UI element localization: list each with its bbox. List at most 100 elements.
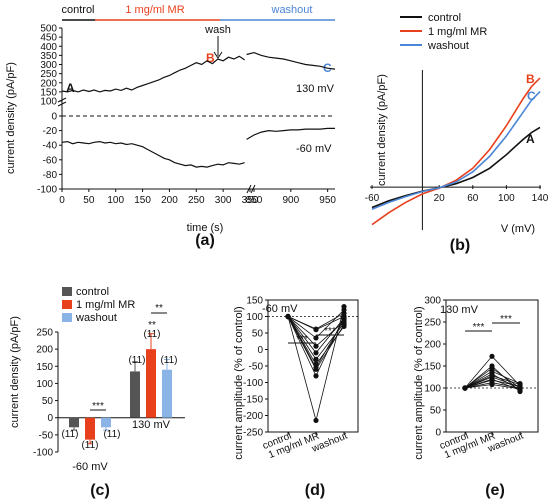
chart-d-pair-point-1-1: [313, 327, 319, 333]
chart-a-label-130mV: 130 mV: [296, 83, 335, 95]
chart-d-title: -60 mV: [262, 303, 298, 315]
chart-e-ytick-label-5: 250: [424, 318, 441, 329]
chart-c-legend-label-2: washout: [75, 312, 117, 324]
chart-a-ytick-label-lower-1: -80: [43, 170, 58, 181]
chart-a-ytick-label-upper-2: 200: [40, 78, 57, 89]
chart-a-x-break: [246, 184, 256, 194]
chart-d-sig-0: ***: [296, 334, 308, 345]
chart-b-xtick-label-3: 100: [498, 193, 515, 204]
chart-d-pair-point-5-1: [313, 356, 319, 362]
chart-d-pair-point-3-1: [313, 343, 319, 349]
chart-d-ytick-label-8: 150: [246, 296, 263, 307]
chart-c-group-label-1: 130 mV: [132, 419, 171, 431]
chart-c-n-0-1: (11): [81, 440, 98, 451]
chart-d-ytick-label-1: -200: [243, 411, 263, 422]
chart-b-end-A: A: [526, 132, 535, 146]
chart-d-pair-point-8-2: [341, 322, 347, 328]
chart-b-xtick-label-0: -60: [365, 193, 380, 204]
chart-d-pair-point-10-2: [341, 304, 347, 310]
chart-c-bar-0-0: [69, 417, 79, 428]
chart-c-legend-swatch-0: [62, 287, 72, 296]
chart-d-pair-point-2-1: [313, 335, 319, 341]
chart-c-sig-1: **: [155, 303, 163, 314]
chart-e-pair-point-10-0: [462, 385, 468, 391]
chart-a: control 1 mg/ml MR washout wash current …: [5, 4, 336, 234]
chart-b-end-B: B: [526, 72, 535, 86]
chart-e-ytick-label-3: 150: [424, 362, 441, 373]
chart-a-header-washout: washout: [271, 4, 313, 16]
chart-a-xtick-label-8: 850: [246, 195, 263, 206]
chart-a-point-B: B: [206, 51, 215, 65]
chart-c-group-label-0: -60 mV: [72, 461, 108, 473]
panel-label-e: (e): [485, 482, 505, 499]
chart-c-n-1-1: (11): [143, 329, 160, 340]
chart-c-bar-1-0: [130, 371, 140, 418]
chart-d-sig-1: ***: [324, 326, 336, 337]
chart-a-wash-arrowhead: [213, 51, 223, 59]
chart-a-ytick-label-upper-0: 100: [40, 97, 57, 108]
chart-d: -60 mV current amplitude (% of control) …: [233, 296, 359, 461]
chart-a-ytick-label-lower-3: -40: [43, 141, 58, 152]
chart-a-ytick-label-upper-8: 500: [40, 24, 57, 35]
chart-a-ylabel: current density (pA/pF): [5, 62, 17, 174]
chart-a-header-mr: 1 mg/ml MR: [125, 4, 184, 16]
chart-b-ylabel: current density (pA/pF): [376, 74, 388, 186]
chart-c-n-0-0: (11): [61, 429, 78, 440]
chart-a-ytick-label-upper-1: 150: [40, 87, 57, 98]
chart-c-ytick-label-1: -50: [39, 430, 54, 441]
chart-d-pair-point-10-0: [285, 313, 291, 320]
chart-c-ytick-label-0: -100: [33, 448, 53, 459]
chart-d-ytick-label-2: -150: [243, 395, 263, 406]
chart-a-ytick-label-lower-2: -60: [43, 155, 58, 166]
chart-c-bar-1-1: [146, 349, 156, 418]
chart-a-xtick-label-6: 300: [215, 195, 232, 206]
chart-e-ytick-label-2: 100: [424, 384, 441, 395]
chart-a-xtick-label-9: 900: [282, 195, 299, 206]
chart-a-xtick-label-7: 350: [242, 195, 259, 206]
chart-b: current density (pA/pF) V (mV) A B C -60…: [365, 12, 549, 235]
chart-a-ytick-label-upper-4: 300: [40, 60, 57, 71]
chart-a-point-A: A: [66, 81, 75, 95]
chart-d-pair-point-9-2: [341, 313, 347, 320]
chart-c-sig-0: ***: [92, 401, 104, 412]
chart-d-ytick-label-4: -50: [249, 362, 264, 373]
chart-a-ytick-label-upper-7: 450: [40, 33, 57, 44]
chart-e-pair-point-10-1: [489, 353, 495, 359]
chart-a-trace-130mV: [61, 55, 245, 93]
chart-e-ytick-label-4: 200: [424, 340, 441, 351]
chart-d-pair-point-9-1: [313, 373, 319, 379]
chart-a-ytick-label-lower-0: -100: [37, 185, 57, 196]
chart-d-ylabel: current amplitude (% of control): [233, 306, 245, 459]
chart-a-trace-neg60mV-washout: [246, 127, 335, 140]
chart-a-xtick-label-2: 100: [107, 195, 124, 206]
chart-a-ytick-label-upper-5: 350: [40, 51, 57, 62]
chart-a-header-control: control: [61, 4, 94, 16]
chart-c-legend-swatch-1: [62, 300, 72, 309]
chart-a-xtick-label-3: 150: [134, 195, 151, 206]
panel-label-b: (b): [450, 237, 470, 254]
chart-e-ytick-label-0: 0: [435, 428, 441, 439]
chart-b-xlabel: V (mV): [501, 223, 535, 235]
chart-a-wash-label: wash: [204, 24, 231, 36]
chart-c-ytick-label-6: 200: [36, 345, 53, 356]
chart-b-xtick-label-1: 20: [434, 193, 446, 204]
chart-d-ytick-label-5: 0: [257, 345, 263, 356]
chart-e-ylabel: current amplitude (% of control): [413, 306, 425, 459]
chart-b-legend-label-1: 1 mg/ml MR: [428, 26, 487, 38]
chart-a-trace-neg60mV: [61, 140, 245, 168]
chart-c-legend-swatch-2: [62, 313, 72, 322]
chart-e-pair-point-9-2: [517, 388, 523, 395]
panel-label-d: (d): [305, 482, 325, 499]
chart-b-series-0: [371, 126, 541, 209]
chart-c-n-1-2: (11): [160, 355, 177, 366]
chart-a-xtick-label-0: 0: [59, 195, 65, 206]
chart-b-legend-label-0: control: [428, 12, 461, 24]
chart-a-ytick-label-upper-6: 400: [40, 42, 57, 53]
chart-b-legend-label-2: washout: [427, 40, 469, 52]
chart-c-bar-1-2: [162, 369, 172, 418]
chart-e-ytick-label-1: 50: [430, 406, 442, 417]
chart-a-ytick-label-upper-3: 250: [40, 69, 57, 80]
chart-b-xtick-label-4: 140: [532, 193, 549, 204]
chart-c-ytick-label-4: 100: [36, 379, 53, 390]
